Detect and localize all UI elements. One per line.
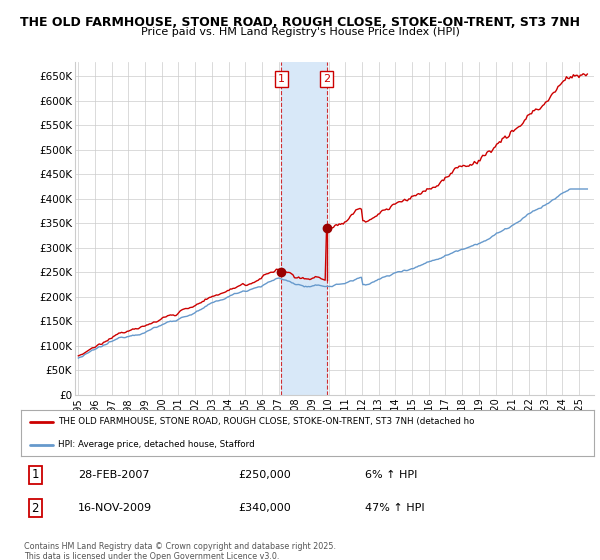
Text: 2: 2 xyxy=(323,74,330,84)
Text: 1: 1 xyxy=(32,468,39,481)
Text: 2: 2 xyxy=(32,502,39,515)
Text: Price paid vs. HM Land Registry's House Price Index (HPI): Price paid vs. HM Land Registry's House … xyxy=(140,27,460,37)
Text: Contains HM Land Registry data © Crown copyright and database right 2025.
This d: Contains HM Land Registry data © Crown c… xyxy=(24,542,336,560)
Bar xyxy=(281,62,326,395)
Text: £340,000: £340,000 xyxy=(239,503,292,513)
Text: THE OLD FARMHOUSE, STONE ROAD, ROUGH CLOSE, STOKE-ON-TRENT, ST3 7NH (detached ho: THE OLD FARMHOUSE, STONE ROAD, ROUGH CLO… xyxy=(58,417,475,427)
Text: 28-FEB-2007: 28-FEB-2007 xyxy=(79,470,150,479)
Text: 1: 1 xyxy=(278,74,285,84)
Text: THE OLD FARMHOUSE, STONE ROAD, ROUGH CLOSE, STOKE-ON-TRENT, ST3 7NH: THE OLD FARMHOUSE, STONE ROAD, ROUGH CLO… xyxy=(20,16,580,29)
Text: HPI: Average price, detached house, Stafford: HPI: Average price, detached house, Staf… xyxy=(58,440,255,450)
Text: 47% ↑ HPI: 47% ↑ HPI xyxy=(365,503,424,513)
Text: 6% ↑ HPI: 6% ↑ HPI xyxy=(365,470,417,479)
Text: £250,000: £250,000 xyxy=(239,470,292,479)
Text: 16-NOV-2009: 16-NOV-2009 xyxy=(79,503,152,513)
